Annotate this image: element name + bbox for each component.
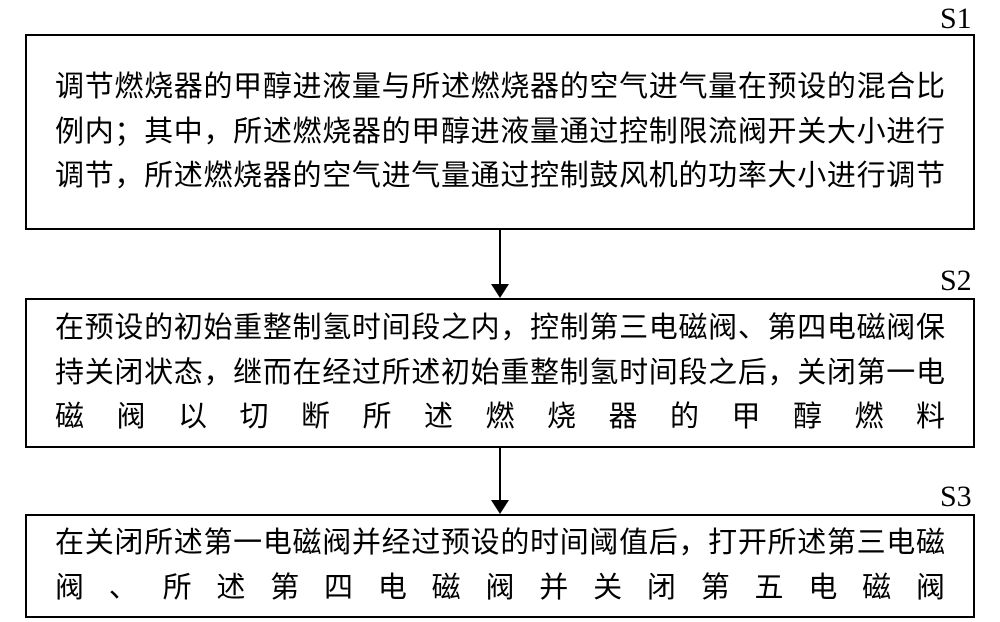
step-text: 在预设的初始重整制氢时间段之内，控制第三电磁阀、第四电磁阀保持关闭状态，继而在经…	[55, 306, 945, 441]
flowchart-canvas: 调节燃烧器的甲醇进液量与所述燃烧器的空气进气量在预设的混合比例内；其中，所述燃烧…	[0, 0, 1000, 622]
connector-line	[499, 230, 501, 284]
step-label-s1: S1	[940, 2, 972, 36]
step-label-s2: S2	[940, 264, 972, 298]
step-box-s2: 在预设的初始重整制氢时间段之内，控制第三电磁阀、第四电磁阀保持关闭状态，继而在经…	[25, 298, 975, 448]
step-text: 在关闭所述第一电磁阀并经过预设的时间阈值后，打开所述第三电磁阀、所述第四电磁阀并…	[55, 521, 945, 611]
arrow-down-icon	[491, 500, 509, 514]
step-text: 调节燃烧器的甲醇进液量与所述燃烧器的空气进气量在预设的混合比例内；其中，所述燃烧…	[55, 65, 945, 200]
step-label-s3: S3	[940, 480, 972, 514]
connector-line	[499, 448, 501, 500]
step-box-s1: 调节燃烧器的甲醇进液量与所述燃烧器的空气进气量在预设的混合比例内；其中，所述燃烧…	[25, 34, 975, 230]
step-box-s3: 在关闭所述第一电磁阀并经过预设的时间阈值后，打开所述第三电磁阀、所述第四电磁阀并…	[25, 514, 975, 618]
arrow-down-icon	[491, 284, 509, 298]
